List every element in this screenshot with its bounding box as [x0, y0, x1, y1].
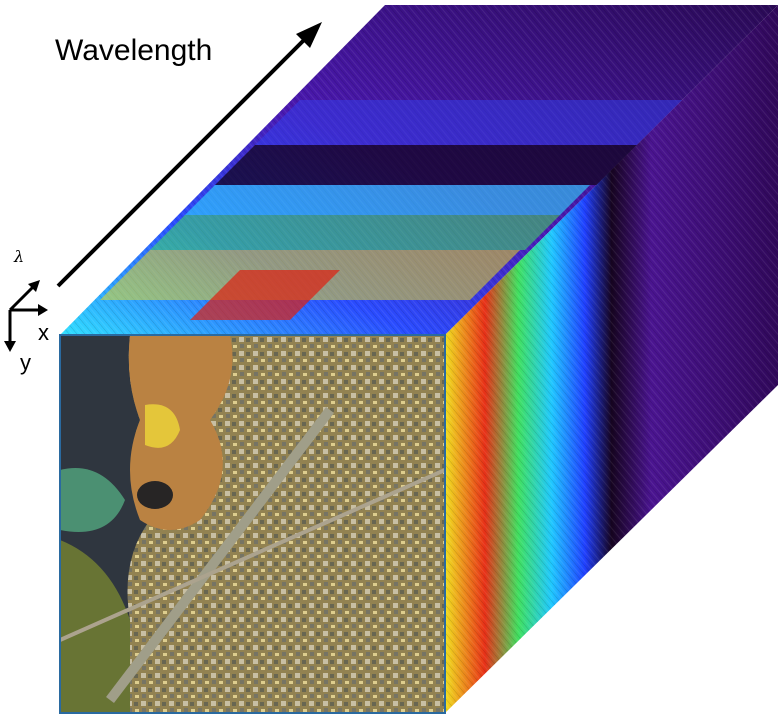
band-step-cyan — [185, 185, 590, 215]
axes-glyph — [8, 282, 42, 345]
band-step-blue — [255, 100, 690, 145]
front-image-face — [60, 335, 445, 713]
lambda-axis-label: λ — [14, 247, 25, 266]
cube-side-face-texture — [445, 5, 778, 713]
image-highway — [106, 406, 334, 704]
band-step-green — [150, 215, 560, 250]
wavelength-label: Wavelength — [55, 34, 213, 67]
image-yellow-patch — [145, 404, 180, 448]
band-step-red — [190, 270, 340, 320]
image-road — [60, 468, 445, 642]
axis-lambda-arrowhead — [28, 280, 40, 292]
x-axis-label: x — [38, 320, 49, 345]
image-pond — [137, 481, 173, 509]
wavelength-arrow-shaft — [56, 34, 310, 288]
axis-y-arrowhead — [4, 341, 16, 352]
image-urban-tint — [60, 335, 445, 713]
band-step-dark — [215, 145, 640, 185]
axis-x-arrowhead — [38, 304, 48, 316]
image-wetland-region — [60, 468, 125, 532]
axis-lambda-line — [8, 282, 38, 312]
front-image-border — [59, 334, 446, 714]
y-axis-label: y — [20, 350, 31, 375]
wavelength-arrow-head — [296, 22, 322, 48]
